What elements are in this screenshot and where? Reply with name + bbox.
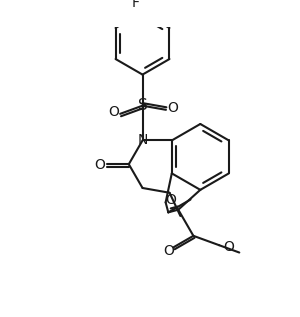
- Text: S: S: [138, 98, 147, 113]
- Text: O: O: [94, 158, 105, 172]
- Text: O: O: [165, 193, 176, 207]
- Text: O: O: [164, 244, 174, 258]
- Text: O: O: [223, 240, 234, 254]
- Text: F: F: [131, 0, 139, 10]
- Text: N: N: [137, 133, 148, 147]
- Text: O: O: [167, 101, 178, 115]
- Text: O: O: [108, 105, 119, 119]
